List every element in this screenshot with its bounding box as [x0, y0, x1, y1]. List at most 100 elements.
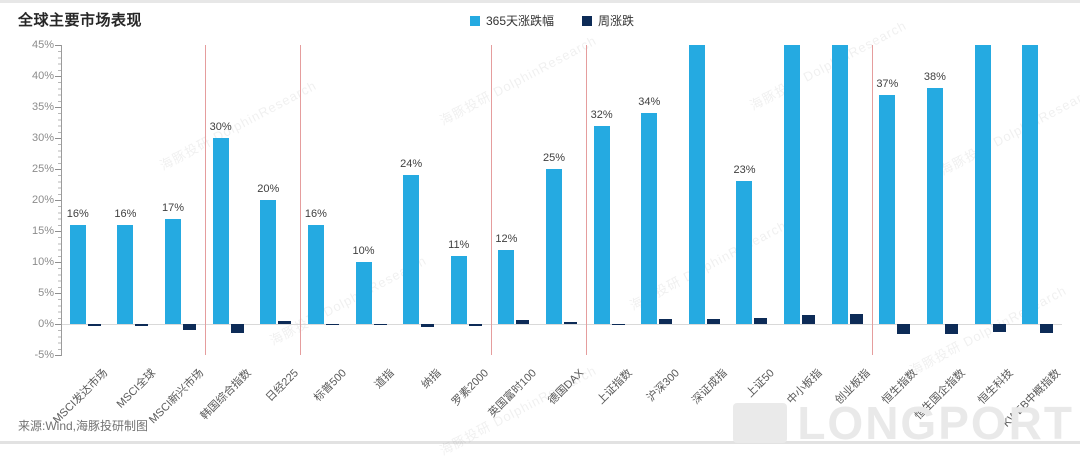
- bar-weekly-4: [278, 320, 292, 324]
- y-axis-major-tick: [55, 262, 61, 263]
- y-axis-major-tick: [55, 45, 61, 46]
- y-axis-major-tick: [55, 355, 61, 356]
- bar-weekly-3: [230, 324, 244, 333]
- category-label-text: 沪深300: [644, 367, 682, 405]
- bar-365d-16: [831, 45, 848, 324]
- bar-weekly-20: [1040, 324, 1054, 334]
- y-axis-major-tick: [55, 107, 61, 108]
- bar-value-label: 32%: [590, 108, 613, 121]
- category-label-text: 恒生指数: [880, 367, 920, 407]
- bar-value-label: 24%: [400, 158, 423, 171]
- bar-weekly-17: [897, 324, 911, 334]
- category-label-text: 上证指数: [594, 367, 635, 407]
- bar-value-label: 23%: [733, 164, 756, 177]
- bar-weekly-7: [421, 324, 435, 328]
- legend-item-weekly: 周涨跌: [582, 12, 634, 29]
- bar-365d-7: [403, 175, 420, 324]
- y-axis-major-tick: [55, 169, 61, 170]
- bar-weekly-5: [325, 324, 339, 326]
- bar-365d-14: [736, 181, 753, 324]
- bar-365d-15: [784, 45, 801, 324]
- y-tick-label: 5%: [38, 287, 54, 299]
- category-label-text: 纳指: [419, 367, 444, 392]
- category-label-text: 恒生科技: [975, 367, 1016, 407]
- bar-365d-12: [641, 113, 658, 324]
- bar-value-label: 16%: [66, 207, 89, 220]
- bar-value-label: 30%: [209, 121, 232, 133]
- legend-swatch-365d-icon: [470, 15, 480, 26]
- y-tick-label: 10%: [31, 256, 54, 268]
- bar-365d-3: [212, 138, 229, 324]
- category-label-text: MSCI全球: [114, 367, 159, 411]
- y-axis-major-tick: [55, 200, 61, 201]
- group-separator-line: [490, 45, 492, 355]
- longport-logo-icon: [733, 403, 788, 443]
- y-tick-label: 35%: [31, 101, 54, 113]
- bar-365d-8: [450, 255, 467, 324]
- category-label-text: 标普500: [311, 367, 349, 405]
- bar-365d-13: [688, 45, 705, 324]
- category-label-text: 中小板指: [785, 367, 825, 407]
- y-tick-label: 30%: [31, 132, 54, 144]
- y-tick-label: -5%: [34, 349, 54, 361]
- bar-weekly-13: [706, 319, 720, 324]
- bar-weekly-15: [802, 314, 816, 324]
- category-label-text: 上证50: [744, 367, 778, 400]
- bar-value-label: 17%: [162, 201, 185, 214]
- category-label-text: 英国富时100: [486, 367, 539, 420]
- bar-weekly-1: [135, 324, 149, 326]
- bar-value-label: 16%: [114, 207, 137, 220]
- bar-value-label: 12%: [495, 232, 518, 245]
- bar-value-label: 11%: [448, 238, 470, 251]
- y-axis-major-tick: [55, 324, 61, 325]
- bar-weekly-16: [849, 314, 863, 324]
- bar-365d-9: [498, 249, 515, 324]
- category-label-text: 恒生国企指数: [912, 367, 968, 423]
- bar-value-label: 38%: [923, 71, 946, 84]
- group-separator-line: [585, 45, 587, 355]
- bar-365d-4: [260, 200, 277, 324]
- page-title: 全球主要市场表现: [18, 12, 143, 29]
- y-axis-major-tick: [55, 231, 61, 232]
- y-axis-line: [61, 45, 62, 356]
- bar-weekly-6: [373, 324, 387, 325]
- bar-365d-2: [165, 218, 182, 324]
- zero-gridline: [62, 324, 1062, 325]
- bar-chart-plot: 45% 40% 35% 30% 25% 20% 15% 10% 5% 0% -5% 16% MSCI发达…: [32, 39, 1063, 430]
- y-axis-major-tick: [55, 76, 61, 77]
- bar-weekly-2: [183, 324, 197, 330]
- legend-swatch-weekly-icon: [582, 15, 593, 26]
- category-label-text: 深证成指: [689, 367, 730, 407]
- group-separator-line: [204, 45, 206, 355]
- chart-legend: 365天涨跌幅 周涨跌: [470, 12, 634, 29]
- y-tick-label: 45%: [31, 39, 54, 51]
- y-tick-label: 0%: [38, 318, 54, 330]
- bar-365d-1: [117, 224, 134, 324]
- bar-365d-17: [879, 94, 896, 324]
- bar-weekly-10: [564, 321, 577, 324]
- category-label-text: 德国DAX: [546, 367, 587, 408]
- y-tick-label: 20%: [31, 194, 54, 206]
- card-top-edge: [0, 0, 1080, 3]
- y-tick-label: 40%: [31, 70, 54, 82]
- bar-weekly-8: [468, 324, 482, 327]
- source-note: 来源:Wind,海豚投研制图: [18, 419, 149, 433]
- legend-label-weekly: 周涨跌: [598, 14, 635, 28]
- category-label-text: 道指: [372, 367, 397, 392]
- category-label-text: 罗素2000: [450, 367, 492, 409]
- category-label-text: 日经225: [263, 367, 301, 405]
- bar-value-label: 10%: [352, 245, 375, 257]
- bar-weekly-0: [87, 324, 101, 326]
- category-label-text: 创业板指: [832, 367, 873, 407]
- bar-weekly-11: [611, 324, 625, 325]
- bar-weekly-19: [992, 324, 1006, 333]
- y-tick-label: 15%: [31, 225, 54, 237]
- bar-365d-11: [593, 125, 610, 324]
- y-axis-major-tick: [55, 138, 61, 139]
- bar-value-label: 16%: [304, 207, 327, 220]
- bar-weekly-14: [754, 317, 768, 324]
- bar-weekly-9: [516, 319, 530, 324]
- bar-365d-0: [69, 224, 86, 324]
- bar-365d-20: [1022, 45, 1039, 324]
- group-separator-line: [300, 45, 302, 355]
